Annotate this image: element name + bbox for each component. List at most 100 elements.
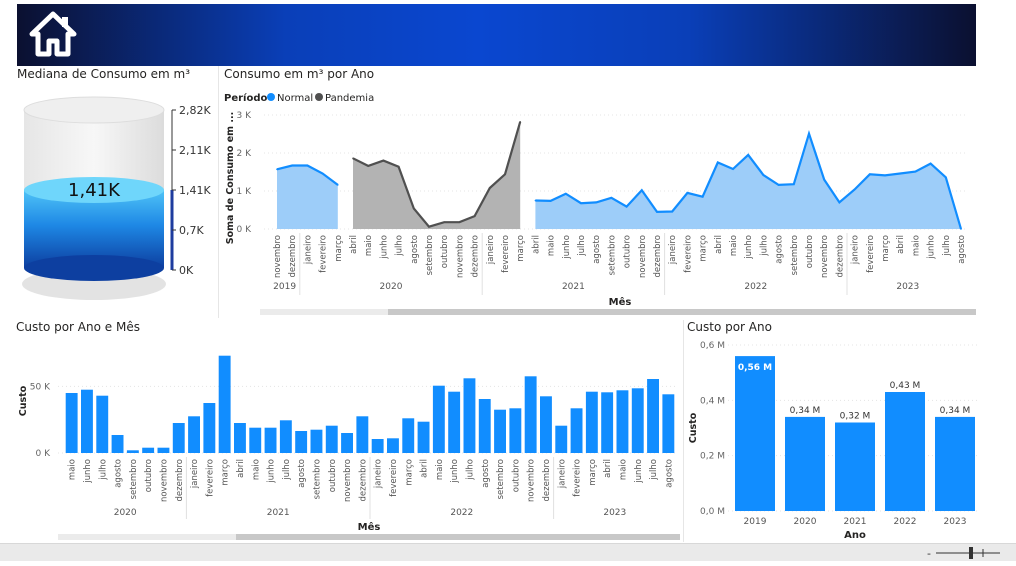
bar <box>835 422 875 511</box>
x-tick-label: agosto <box>114 459 124 488</box>
x-tick-label: outubro <box>144 459 154 492</box>
data-point-pandemia <box>397 165 400 168</box>
x-tick-label: julho <box>465 459 475 481</box>
y-tick-label: 0,2 M <box>700 452 725 462</box>
bar <box>478 399 491 453</box>
x-tick-label: agosto <box>297 459 307 488</box>
data-point-normal <box>641 189 643 192</box>
data-point-normal <box>701 195 704 198</box>
x-tick-label: janeiro <box>303 235 313 265</box>
x-tick-label: novembro <box>638 235 648 278</box>
bar <box>249 427 262 453</box>
x-tick-label: maio <box>729 235 739 256</box>
gauge-title: Mediana de Consumo em m³ <box>17 67 191 81</box>
data-point-pandemia <box>489 187 491 189</box>
x-tick-label: outubro <box>440 235 450 268</box>
header-banner <box>17 4 976 66</box>
bar <box>279 420 292 453</box>
x-tick-label: janeiro <box>374 459 384 489</box>
x-tick-label: maio <box>435 459 445 480</box>
x-axis-title: Mês <box>358 521 381 533</box>
home-button[interactable] <box>29 10 77 58</box>
x-tick-label: julho <box>759 235 769 257</box>
y-tick-label: 3 K <box>237 111 253 121</box>
bar <box>387 438 399 453</box>
x-tick-label: junho <box>744 235 754 260</box>
data-point-normal <box>717 161 719 164</box>
custo-ano-title: Custo por Ano <box>687 320 772 334</box>
zoom-slider[interactable]: - <box>0 544 1016 562</box>
divider <box>218 66 219 318</box>
data-point-normal <box>610 197 613 199</box>
x-tick-label: março <box>881 235 891 262</box>
bar <box>540 396 552 453</box>
x-tick-label: julho <box>98 459 108 481</box>
y-tick-label: 1 K <box>237 187 253 197</box>
data-point-pandemia <box>504 173 506 176</box>
data-label: 0,34 M <box>790 406 821 416</box>
data-point-normal <box>276 168 278 171</box>
gauge-scale-label: 1,41K <box>179 184 211 197</box>
data-point-normal <box>656 211 658 213</box>
bar <box>570 408 583 453</box>
bar <box>585 391 598 453</box>
scrollbar-thumb <box>236 534 680 540</box>
data-point-normal <box>853 188 856 191</box>
x-tick-label: maio <box>618 459 628 480</box>
x-tick-label: julho <box>395 235 405 257</box>
x-tick-label: janeiro <box>190 459 200 489</box>
bar <box>157 447 170 453</box>
year-label: 2022 <box>450 508 473 518</box>
bar <box>218 355 231 453</box>
x-tick-label: junho <box>562 235 572 260</box>
y-axis-title: Custo <box>688 412 699 443</box>
data-label: 0,34 M <box>940 406 971 416</box>
x-tick-label: 2022 <box>894 517 917 527</box>
divider <box>683 320 684 542</box>
bar <box>142 447 155 453</box>
x-tick-label: junho <box>267 459 277 484</box>
x-tick-label: junho <box>634 459 644 484</box>
data-point-pandemia <box>413 207 415 210</box>
data-point-normal <box>762 174 765 176</box>
data-point-pandemia <box>473 215 476 217</box>
y-tick-label: 0,6 M <box>700 341 725 351</box>
line-pandemia <box>352 121 522 228</box>
bar <box>203 403 216 453</box>
x-tick-label: dezembro <box>471 235 481 278</box>
legend-label-pandemia: Pandemia <box>325 93 374 104</box>
x-tick-label: agosto <box>775 235 785 264</box>
bar <box>188 416 200 453</box>
x-tick-label: junho <box>83 459 93 484</box>
y-tick-label: 0 K <box>36 449 52 459</box>
bar <box>111 435 124 453</box>
x-tick-label: março <box>516 235 526 262</box>
bar <box>601 392 614 453</box>
bar <box>448 391 461 453</box>
bar <box>264 427 277 453</box>
x-tick-label: junho <box>450 459 460 484</box>
x-tick-label: setembro <box>129 459 139 499</box>
scrollbar-thumb <box>388 309 976 315</box>
legend-label-normal: Normal <box>277 93 313 104</box>
bar <box>371 439 384 453</box>
x-tick-label: janeiro <box>851 235 861 265</box>
x-tick-label: outubro <box>511 459 521 492</box>
x-tick-label: 2020 <box>794 517 817 527</box>
x-tick-label: setembro <box>790 235 800 275</box>
bar <box>295 431 308 453</box>
data-point-normal <box>960 228 962 230</box>
bar <box>234 423 246 453</box>
year-label: 2022 <box>744 282 767 292</box>
x-tick-label: setembro <box>425 235 435 275</box>
data-point-normal <box>884 174 886 177</box>
bar <box>402 418 415 453</box>
bar <box>647 379 659 453</box>
data-point-normal <box>808 132 810 135</box>
year-label: 2023 <box>896 282 919 292</box>
x-tick-label: junho <box>927 235 937 260</box>
data-point-normal <box>686 192 689 194</box>
data-point-normal <box>595 201 597 204</box>
x-tick-label: dezembro <box>542 459 552 502</box>
area-normal <box>277 165 338 229</box>
